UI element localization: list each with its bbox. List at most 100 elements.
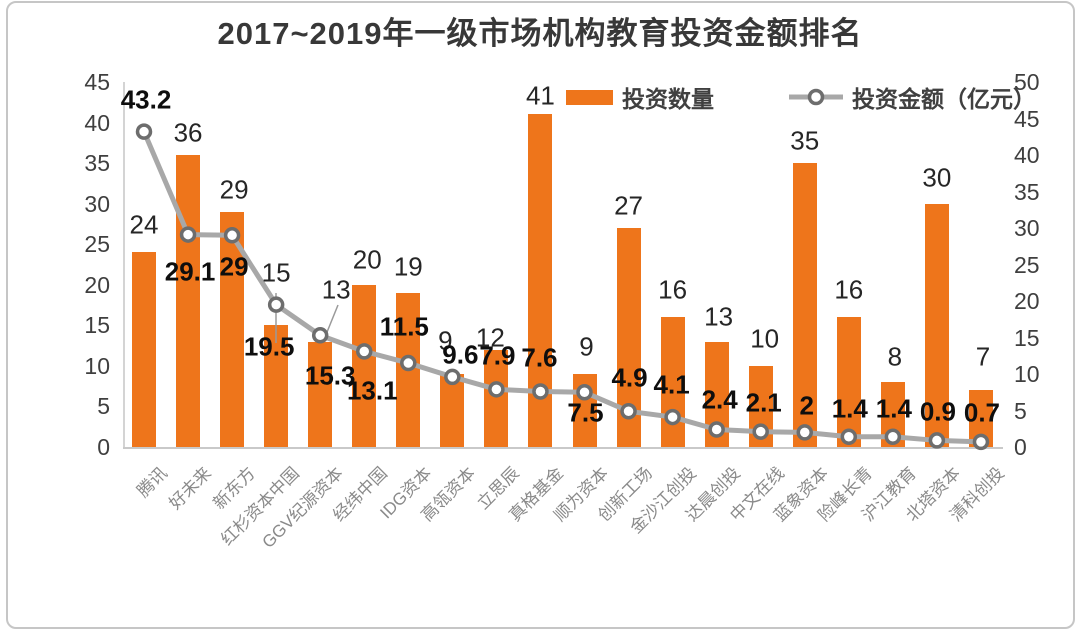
legend-item-line-series: 投资金额（亿元）	[789, 83, 1036, 112]
legend-line-label: 投资金额（亿元）	[852, 86, 1036, 112]
y-left-tick-5: 5	[97, 393, 110, 420]
y-left-tick-40: 40	[84, 109, 110, 136]
y-right-tick-50: 50	[1014, 69, 1040, 95]
line-value-label: 9.6	[442, 339, 479, 370]
line-value-label: 13.1	[346, 375, 398, 406]
bar-高瓴资本	[440, 374, 465, 447]
category-label-好未来: 好未来	[165, 463, 216, 514]
line-value-label: 0.7	[963, 397, 1001, 428]
bar-value-label: 19	[393, 251, 423, 282]
line-marker-新东方	[223, 227, 241, 244]
bar-value-label: 15	[261, 257, 291, 288]
line-marker-好未来	[179, 226, 197, 243]
line-series-swatch-icon	[789, 88, 843, 106]
line-series	[135, 123, 990, 451]
line-marker-蓝象资本	[796, 424, 813, 441]
y-right-tick-15: 15	[1014, 324, 1040, 351]
bar-value-label: 9	[579, 331, 594, 362]
bar-value-label: 13	[704, 301, 734, 332]
bar-经纬中国	[352, 284, 377, 447]
line-marker-经纬中国	[356, 343, 373, 360]
bar-value-label: 16	[658, 274, 688, 305]
y-right-tick-5: 5	[1014, 397, 1027, 424]
y-right-tick-25: 25	[1014, 251, 1040, 278]
line-value-label: 4.1	[653, 369, 690, 400]
line-marker-顺为资本	[576, 384, 593, 401]
bar-value-label: 27	[614, 190, 644, 221]
chart-title: 2017~2019年一级市场机构教育投资金额排名	[217, 16, 863, 51]
bar-value-label: 7	[975, 341, 991, 372]
line-value-label: 7.6	[521, 342, 558, 373]
line-value-label: 2.1	[745, 387, 782, 418]
bar-value-label: 13	[321, 274, 351, 305]
line-marker-真格基金	[532, 383, 549, 400]
y-left-tick-30: 30	[84, 190, 110, 217]
bar-value-label: 20	[352, 244, 382, 275]
bar-value-label: 41	[525, 80, 555, 111]
x-axis-line	[123, 447, 1003, 449]
y-left-tick-10: 10	[84, 352, 110, 379]
bar-好未来	[176, 155, 201, 447]
y-right-tick-10: 10	[1014, 361, 1040, 387]
bar-腾讯	[132, 252, 156, 447]
line-marker-北塔资本	[928, 432, 946, 449]
line-value-label: 11.5	[379, 311, 429, 342]
y-left-tick-35: 35	[84, 150, 110, 177]
y-left-tick-20: 20	[84, 271, 110, 298]
bar-value-label: 24	[129, 209, 159, 240]
line-marker-红杉资本中国	[267, 296, 285, 313]
y-axis-line	[123, 82, 125, 447]
line-value-label: 2	[799, 390, 814, 421]
line-marker-沪江教育	[884, 428, 902, 446]
bar-value-label: 30	[922, 162, 952, 193]
bar-金沙江创投	[660, 317, 685, 447]
line-marker-险峰长青	[840, 428, 858, 446]
line-marker-达晨创投	[708, 421, 725, 438]
y-left-tick-15: 15	[84, 312, 110, 339]
line-value-label: 1.4	[831, 393, 868, 424]
line-marker-GGV纪源资本	[311, 327, 329, 344]
line-marker-创新工场	[620, 402, 637, 420]
y-left-tick-0: 0	[97, 434, 110, 460]
bar-series-swatch-icon	[566, 89, 613, 105]
line-value-label: 19.5	[243, 331, 295, 362]
y-right-tick-0: 0	[1014, 434, 1027, 460]
line-marker-腾讯	[135, 123, 153, 140]
line-value-label: 7.5	[567, 397, 604, 428]
line-value-label: 43.2	[120, 84, 172, 115]
line-marker-中文在线	[752, 423, 769, 440]
bar-value-label: 12	[475, 322, 505, 353]
bar-红杉资本中国	[264, 325, 289, 447]
bar-蓝象资本	[792, 163, 817, 447]
bar-北塔资本	[924, 203, 949, 447]
y-right-tick-35: 35	[1014, 178, 1040, 205]
bar-险峰长青	[836, 317, 861, 447]
legend-item-bar-series: 投资数量	[566, 83, 714, 112]
line-value-label: 1.4	[875, 393, 912, 424]
line-value-label: 29.1	[164, 256, 216, 287]
legend-bar-label: 投资数量	[622, 86, 714, 112]
bar-value-label: 35	[790, 125, 820, 156]
line-value-label: 2.4	[701, 384, 738, 415]
line-value-label: 29	[219, 251, 249, 282]
line-value-label: 4.9	[611, 362, 648, 393]
bar-GGV纪源资本	[308, 341, 333, 447]
line-value-label: 0.9	[919, 396, 956, 427]
y-right-tick-30: 30	[1014, 215, 1040, 241]
bar-value-label: 29	[219, 174, 249, 205]
bar-value-label: 8	[887, 341, 903, 372]
bar-value-label: 16	[834, 274, 864, 305]
bar-立思辰	[484, 349, 509, 447]
line-marker-IDG资本	[400, 354, 417, 372]
line-marker-立思辰	[488, 381, 505, 398]
line-value-label: 7.9	[479, 340, 516, 371]
line-marker-金沙江创投	[664, 408, 681, 426]
y-right-tick-45: 45	[1014, 105, 1040, 132]
bar-value-label: 9	[438, 325, 453, 356]
y-left-tick-25: 25	[84, 231, 110, 258]
plot-area: 24 36 29 15 13 20 19 9 12 41 9 27 16 13 10 35 16 8 30 7 43.2…	[120, 80, 1003, 451]
bar-value-label: 10	[750, 323, 780, 354]
bar-value-label: 36	[173, 117, 203, 148]
line-value-label: 15.3	[304, 360, 356, 391]
